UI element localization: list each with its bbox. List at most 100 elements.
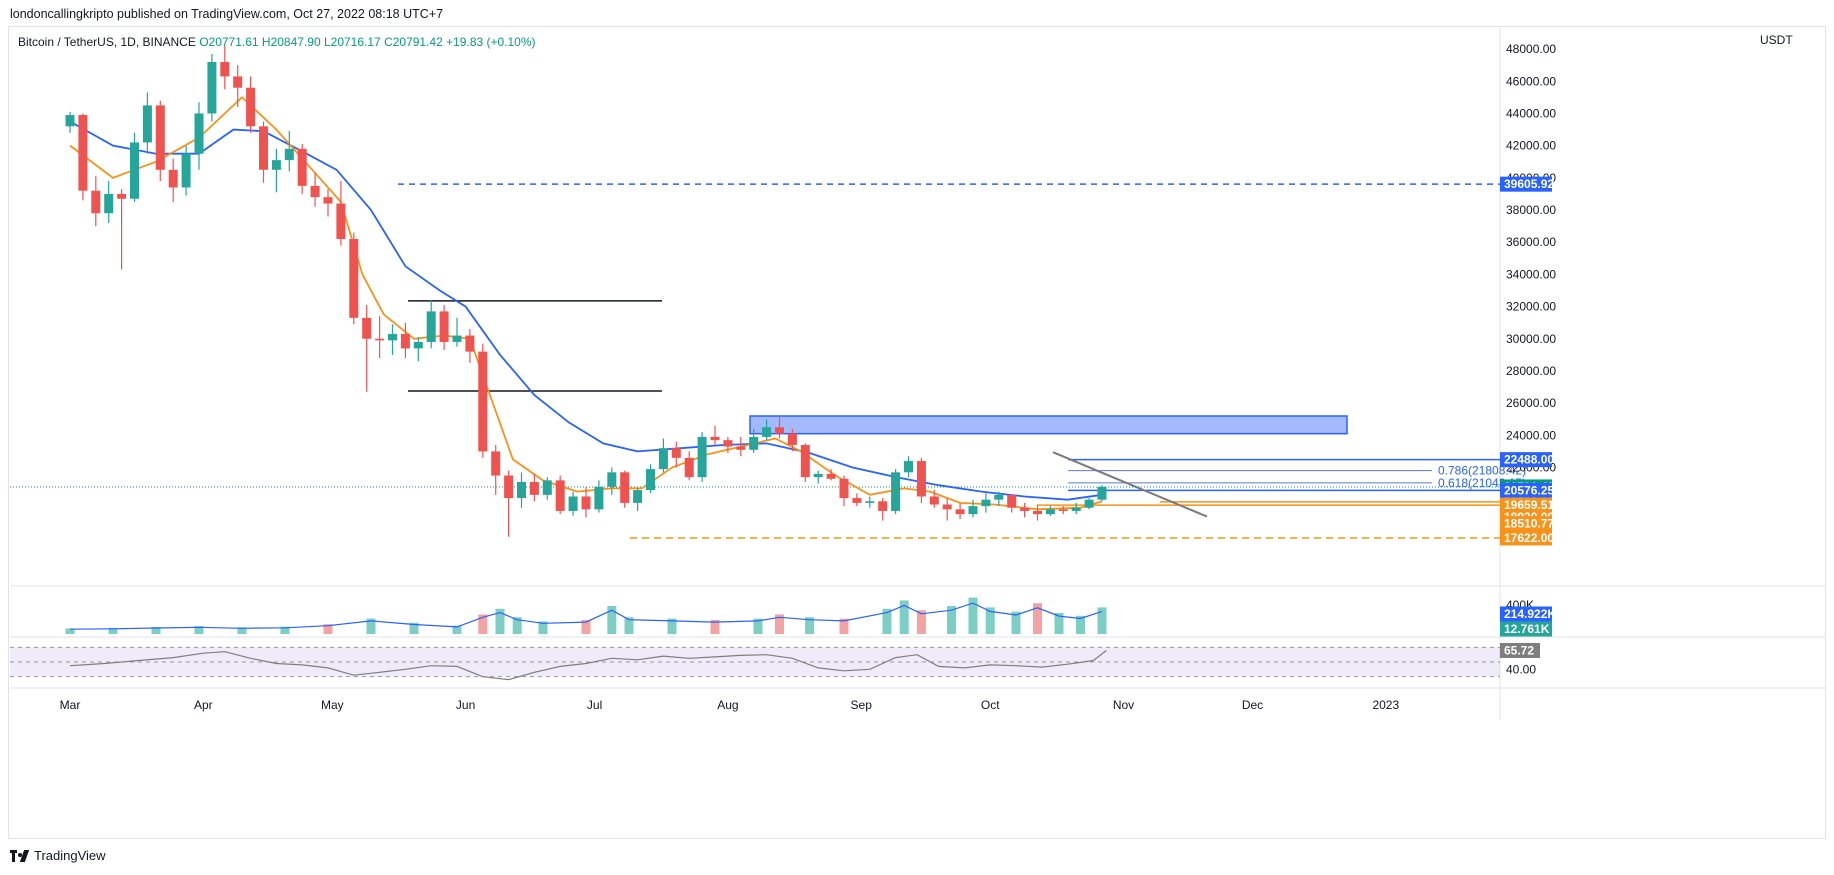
- volume-bar[interactable]: [947, 606, 956, 634]
- candle[interactable]: [220, 45, 230, 90]
- candle[interactable]: [968, 499, 978, 518]
- rsi-tag[interactable]: 65.72: [1500, 642, 1540, 658]
- volume-bar[interactable]: [1076, 615, 1085, 634]
- candle[interactable]: [929, 490, 939, 508]
- volume-bar[interactable]: [775, 614, 784, 634]
- trendline[interactable]: [1052, 451, 1208, 518]
- candle[interactable]: [542, 477, 552, 500]
- candle[interactable]: [400, 322, 410, 359]
- candle[interactable]: [362, 304, 372, 392]
- candle[interactable]: [1007, 494, 1017, 513]
- candle[interactable]: [349, 232, 359, 325]
- volume-ma-line[interactable]: [69, 602, 1103, 630]
- footer-brand[interactable]: TradingView: [34, 848, 106, 863]
- price-tag[interactable]: 22488.00: [1500, 452, 1554, 468]
- candle[interactable]: [594, 480, 604, 513]
- volume-bar[interactable]: [899, 600, 909, 634]
- rsi-line[interactable]: [69, 650, 1107, 681]
- candle[interactable]: [581, 486, 591, 518]
- candle[interactable]: [207, 53, 217, 122]
- volume-bar[interactable]: [1033, 603, 1042, 634]
- candle[interactable]: [297, 144, 307, 194]
- candle[interactable]: [271, 148, 281, 193]
- volume-bar[interactable]: [280, 626, 290, 634]
- candle[interactable]: [375, 316, 385, 359]
- volume-bar[interactable]: [478, 614, 488, 634]
- candle[interactable]: [787, 428, 797, 452]
- candle[interactable]: [1084, 498, 1094, 510]
- candle[interactable]: [620, 470, 630, 508]
- candle[interactable]: [981, 493, 991, 513]
- ema-slow-line[interactable]: [69, 120, 1103, 501]
- candle[interactable]: [65, 111, 75, 133]
- price-tag[interactable]: 20576.25: [1500, 482, 1554, 498]
- supply-zone[interactable]: [749, 415, 1348, 435]
- candle[interactable]: [1058, 506, 1068, 515]
- volume-bar[interactable]: [538, 621, 548, 634]
- candle[interactable]: [568, 491, 578, 516]
- candle[interactable]: [646, 464, 655, 494]
- candle[interactable]: [736, 436, 746, 457]
- volume-bar[interactable]: [753, 618, 763, 634]
- candle[interactable]: [181, 145, 191, 196]
- symbol-title[interactable]: Bitcoin / TetherUS, 1D, BINANCE: [18, 35, 196, 49]
- volume-bar[interactable]: [882, 608, 892, 634]
- candle[interactable]: [336, 181, 346, 246]
- candle[interactable]: [194, 102, 204, 170]
- volume-tag[interactable]: 214.922K: [1500, 606, 1556, 622]
- candle[interactable]: [658, 438, 668, 473]
- candle[interactable]: [491, 444, 501, 495]
- candle[interactable]: [800, 443, 810, 482]
- candle[interactable]: [697, 432, 707, 482]
- main-pane[interactable]: 0.786(21808.42)0.618(21043.15): [10, 28, 1826, 720]
- volume-bar[interactable]: [495, 608, 505, 634]
- candle[interactable]: [813, 470, 823, 484]
- volume-tag[interactable]: 12.761K: [1500, 621, 1552, 637]
- candle[interactable]: [504, 470, 514, 537]
- volume-bar[interactable]: [667, 618, 677, 634]
- candle[interactable]: [994, 491, 1004, 507]
- candle[interactable]: [633, 486, 643, 511]
- candle[interactable]: [413, 337, 423, 362]
- symbol-legend[interactable]: Bitcoin / TetherUS, 1D, BINANCE O20771.6…: [18, 35, 536, 49]
- candle[interactable]: [775, 415, 784, 439]
- volume-bar[interactable]: [839, 618, 849, 634]
- candle[interactable]: [1097, 485, 1107, 502]
- candle[interactable]: [710, 425, 720, 445]
- candle[interactable]: [388, 324, 397, 355]
- candle[interactable]: [452, 317, 462, 347]
- candle[interactable]: [865, 496, 875, 508]
- candle[interactable]: [555, 475, 565, 515]
- volume-bar[interactable]: [512, 617, 522, 634]
- candle[interactable]: [233, 65, 243, 108]
- ema-fast-line[interactable]: [69, 96, 1103, 511]
- candle[interactable]: [142, 92, 152, 154]
- candle[interactable]: [130, 132, 139, 202]
- candle[interactable]: [826, 469, 836, 481]
- footer[interactable]: TradingView: [10, 848, 106, 863]
- volume-bar[interactable]: [452, 625, 462, 634]
- candle[interactable]: [1033, 504, 1042, 521]
- candle[interactable]: [155, 100, 165, 182]
- volume-bar[interactable]: [108, 627, 118, 634]
- candle[interactable]: [839, 475, 849, 507]
- price-tag[interactable]: 17622.00: [1500, 530, 1554, 546]
- candle[interactable]: [955, 502, 965, 519]
- candle[interactable]: [723, 436, 733, 454]
- candle[interactable]: [439, 304, 449, 351]
- price-tag[interactable]: 18510.77: [1500, 516, 1554, 532]
- candle[interactable]: [246, 76, 256, 133]
- candle[interactable]: [684, 451, 694, 481]
- volume-bar[interactable]: [366, 618, 376, 634]
- candle[interactable]: [465, 329, 475, 363]
- candle[interactable]: [529, 473, 539, 502]
- candle[interactable]: [1071, 502, 1081, 515]
- volume-bar[interactable]: [985, 607, 995, 634]
- candle[interactable]: [607, 467, 617, 495]
- candle[interactable]: [168, 158, 178, 202]
- candle[interactable]: [878, 498, 888, 521]
- volume-bar[interactable]: [65, 628, 75, 634]
- volume-bar[interactable]: [323, 624, 333, 634]
- volume-bar[interactable]: [916, 610, 926, 634]
